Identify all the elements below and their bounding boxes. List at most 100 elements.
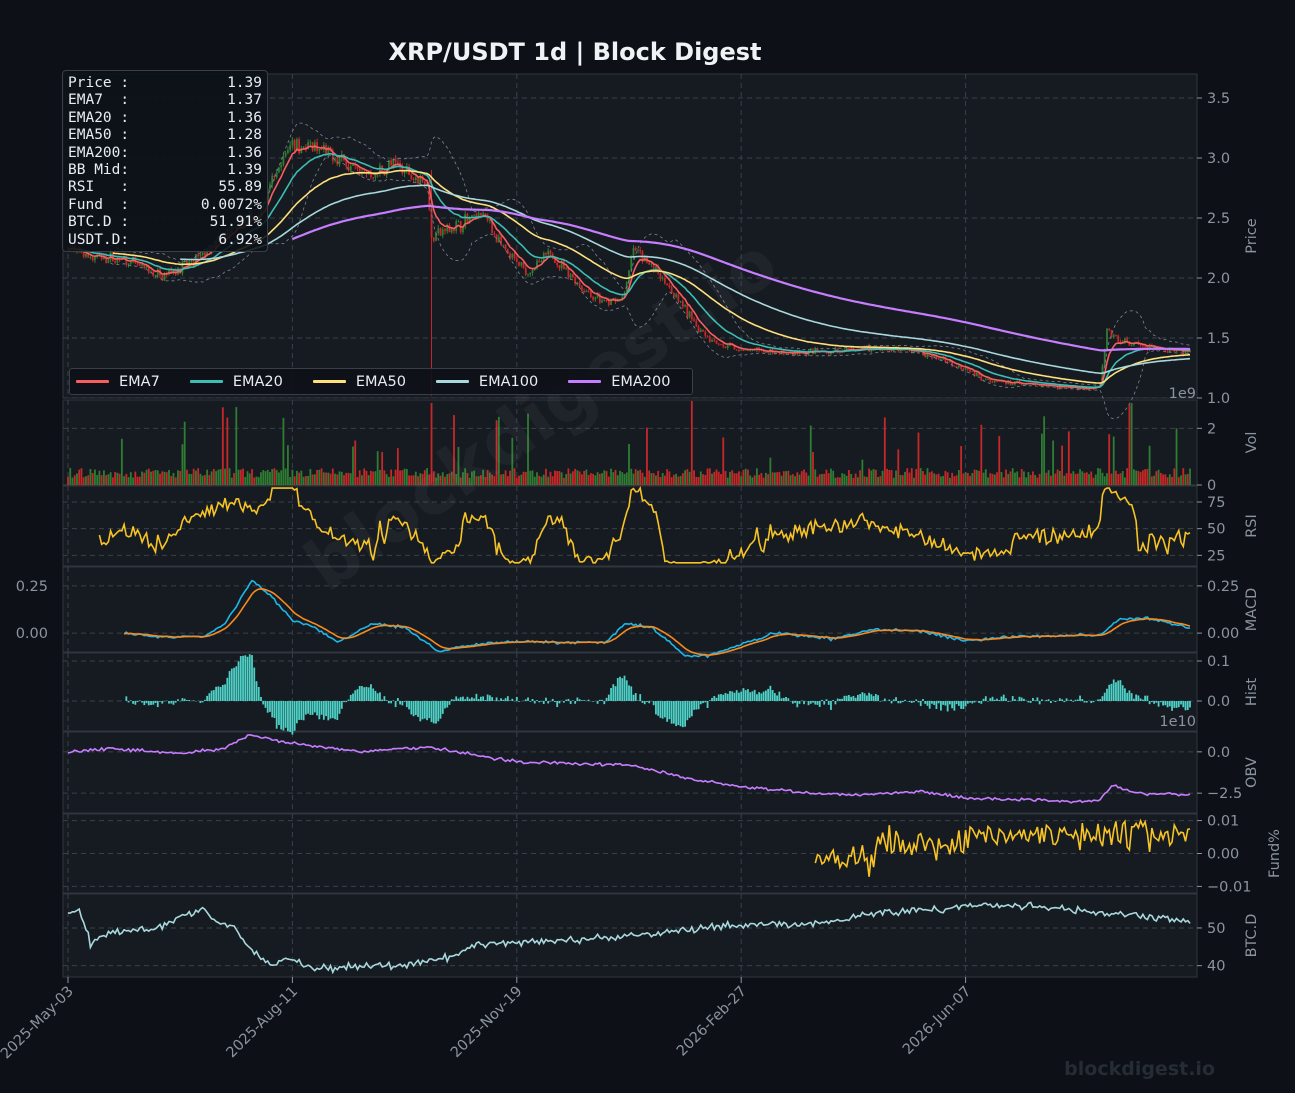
- volume-bar: [186, 469, 188, 485]
- volume-bar: [446, 474, 449, 485]
- hist-bar: [1038, 701, 1041, 705]
- hist-bar: [1162, 701, 1164, 706]
- volume-bar: [796, 472, 799, 485]
- hist-bar: [1079, 695, 1081, 701]
- candle-body: [713, 339, 716, 341]
- volume-bar: [219, 469, 222, 485]
- hist-bar: [830, 701, 832, 710]
- hist-bar: [848, 695, 850, 701]
- volume-bar: [877, 477, 879, 485]
- volume-bar: [1126, 468, 1129, 485]
- hist-bar: [951, 701, 954, 709]
- candle-body: [585, 290, 588, 293]
- hist-bar: [782, 697, 785, 701]
- funding-line: [814, 818, 1191, 877]
- legend-item-ema200: EMA200: [568, 374, 670, 390]
- ytick-label-hist-1: 0.1: [1207, 654, 1230, 670]
- hist-bar: [127, 701, 130, 703]
- volume-bar: [1177, 477, 1180, 485]
- hist-bar: [971, 701, 974, 704]
- info-row: Fund : 0.0072%: [68, 197, 262, 214]
- volume-bar: [1032, 471, 1034, 485]
- volume-bar: [823, 473, 826, 485]
- volume-bar: [493, 476, 496, 485]
- info-row: BTC.D : 51.91%: [68, 214, 262, 231]
- hist-bar: [1011, 696, 1014, 701]
- volume-bar: [641, 472, 644, 485]
- candle-body: [805, 353, 808, 356]
- hist-bar: [300, 701, 303, 720]
- volume-bar: [345, 472, 348, 485]
- candle-body: [917, 351, 920, 353]
- ytick-label-hist-0: 0.0: [1207, 694, 1230, 710]
- volume-bar: [170, 475, 173, 485]
- volume-bar: [376, 451, 379, 485]
- volume-bar: [657, 470, 660, 485]
- volume-bar: [695, 476, 698, 485]
- hist-bar: [769, 685, 772, 701]
- volume-bar: [533, 476, 536, 485]
- candle-body: [706, 335, 709, 337]
- candle-body: [280, 164, 283, 168]
- volume-bar: [987, 477, 989, 485]
- candle-body: [637, 249, 639, 251]
- volume-bar: [661, 473, 664, 485]
- hist-bar: [612, 684, 615, 701]
- volume-bar: [212, 468, 215, 485]
- candle-body: [1076, 387, 1079, 390]
- volume-bar: [237, 469, 240, 485]
- candle-body: [711, 339, 713, 342]
- hist-bar: [381, 699, 384, 701]
- volume-bar: [1184, 474, 1187, 485]
- hist-bar: [246, 656, 249, 701]
- hist-bar: [933, 701, 936, 705]
- candle-body: [717, 343, 720, 345]
- volume-bar: [206, 469, 209, 485]
- volume-bar: [560, 472, 563, 485]
- hist-bar: [141, 701, 143, 703]
- hist-bar: [1005, 698, 1007, 701]
- hist-bar: [410, 701, 413, 715]
- volume-bar: [1159, 472, 1162, 485]
- candle-body: [161, 275, 164, 281]
- volume-bar: [973, 469, 976, 485]
- hist-bar: [1159, 701, 1162, 703]
- candle-body: [583, 290, 586, 293]
- hist-bar: [762, 691, 765, 701]
- volume-bar: [421, 474, 424, 485]
- volume-bar: [504, 470, 507, 485]
- candle-body: [942, 357, 945, 360]
- hist-bar: [852, 695, 855, 701]
- volume-bar: [910, 468, 913, 485]
- volume-bar: [697, 476, 700, 485]
- hist-bar: [183, 698, 186, 701]
- volume-bar: [1054, 473, 1057, 485]
- volume-bar: [919, 468, 922, 485]
- candle-body: [681, 301, 684, 307]
- candle-body: [1141, 345, 1144, 347]
- hist-bar: [1189, 701, 1191, 708]
- volume-bar: [73, 475, 76, 485]
- candle-body: [937, 358, 940, 360]
- candle-body: [679, 301, 682, 302]
- candle-body: [610, 300, 612, 305]
- candle-body: [334, 159, 336, 161]
- volume-bar: [962, 473, 965, 485]
- hist-bar: [1110, 683, 1113, 701]
- volume-bar: [1110, 473, 1113, 485]
- volume-bar: [134, 471, 137, 485]
- volume-bar: [821, 473, 823, 485]
- candle-body: [735, 349, 738, 351]
- volume-bar: [1101, 472, 1104, 485]
- candle-body: [145, 266, 148, 268]
- volume-bar: [841, 473, 844, 485]
- volume-bar: [365, 470, 368, 485]
- volume-bar: [650, 473, 653, 485]
- hist-bar: [859, 694, 862, 701]
- hist-bar: [1121, 685, 1124, 701]
- hist-bar: [383, 696, 386, 701]
- volume-bar: [643, 476, 646, 485]
- info-row: EMA200: 1.36: [68, 145, 262, 162]
- hist-bar: [457, 698, 460, 701]
- volume-bar: [989, 473, 992, 485]
